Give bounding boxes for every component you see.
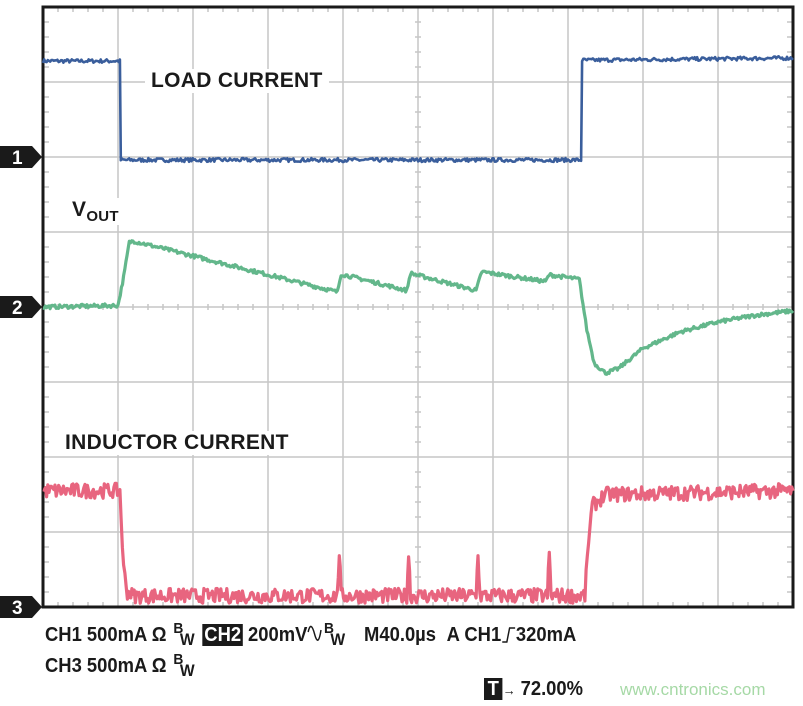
ch2-setting: 200mV [248, 624, 308, 646]
channel-marker-1 [0, 146, 42, 168]
vout-subscript: OUT [86, 208, 119, 225]
trigger-position-badge: T [484, 678, 503, 700]
trace-ch3 [42, 481, 795, 605]
rising-edge-icon [502, 627, 515, 643]
channel-marker-2 [0, 296, 42, 318]
ac-coupling-sine-icon [307, 625, 322, 641]
channel-marker-label: 2 [12, 298, 23, 319]
ch2-badge: CH2 [202, 624, 243, 646]
trigger-position: T → 72.00% [484, 678, 583, 701]
trigger-source: A CH1 [446, 624, 502, 646]
channel-marker-label: 3 [12, 598, 23, 619]
arrow-right-icon: → [502, 682, 516, 698]
watermark: www.cntronics.com [620, 680, 766, 699]
label-inductor-current: INDUCTOR CURRENT [59, 431, 295, 455]
channel-marker-label: 1 [12, 148, 23, 169]
timebase: M40.0µs [364, 624, 437, 646]
channel-marker-3 [0, 596, 42, 618]
plot-frame [41, 5, 795, 609]
ch1-setting: CH1 500mA Ω [45, 624, 167, 646]
label-vout: VOUT [68, 198, 123, 225]
vout-main: V [72, 198, 87, 221]
trigger-level: 320mA [515, 624, 577, 646]
trace-ch1 [41, 55, 794, 164]
trigger-position-value: 72.00% [520, 678, 584, 700]
label-load-current: LOAD CURRENT [145, 69, 329, 93]
trace-ch2 [42, 239, 795, 376]
ch3-setting: CH3 500mA Ω [45, 655, 167, 677]
